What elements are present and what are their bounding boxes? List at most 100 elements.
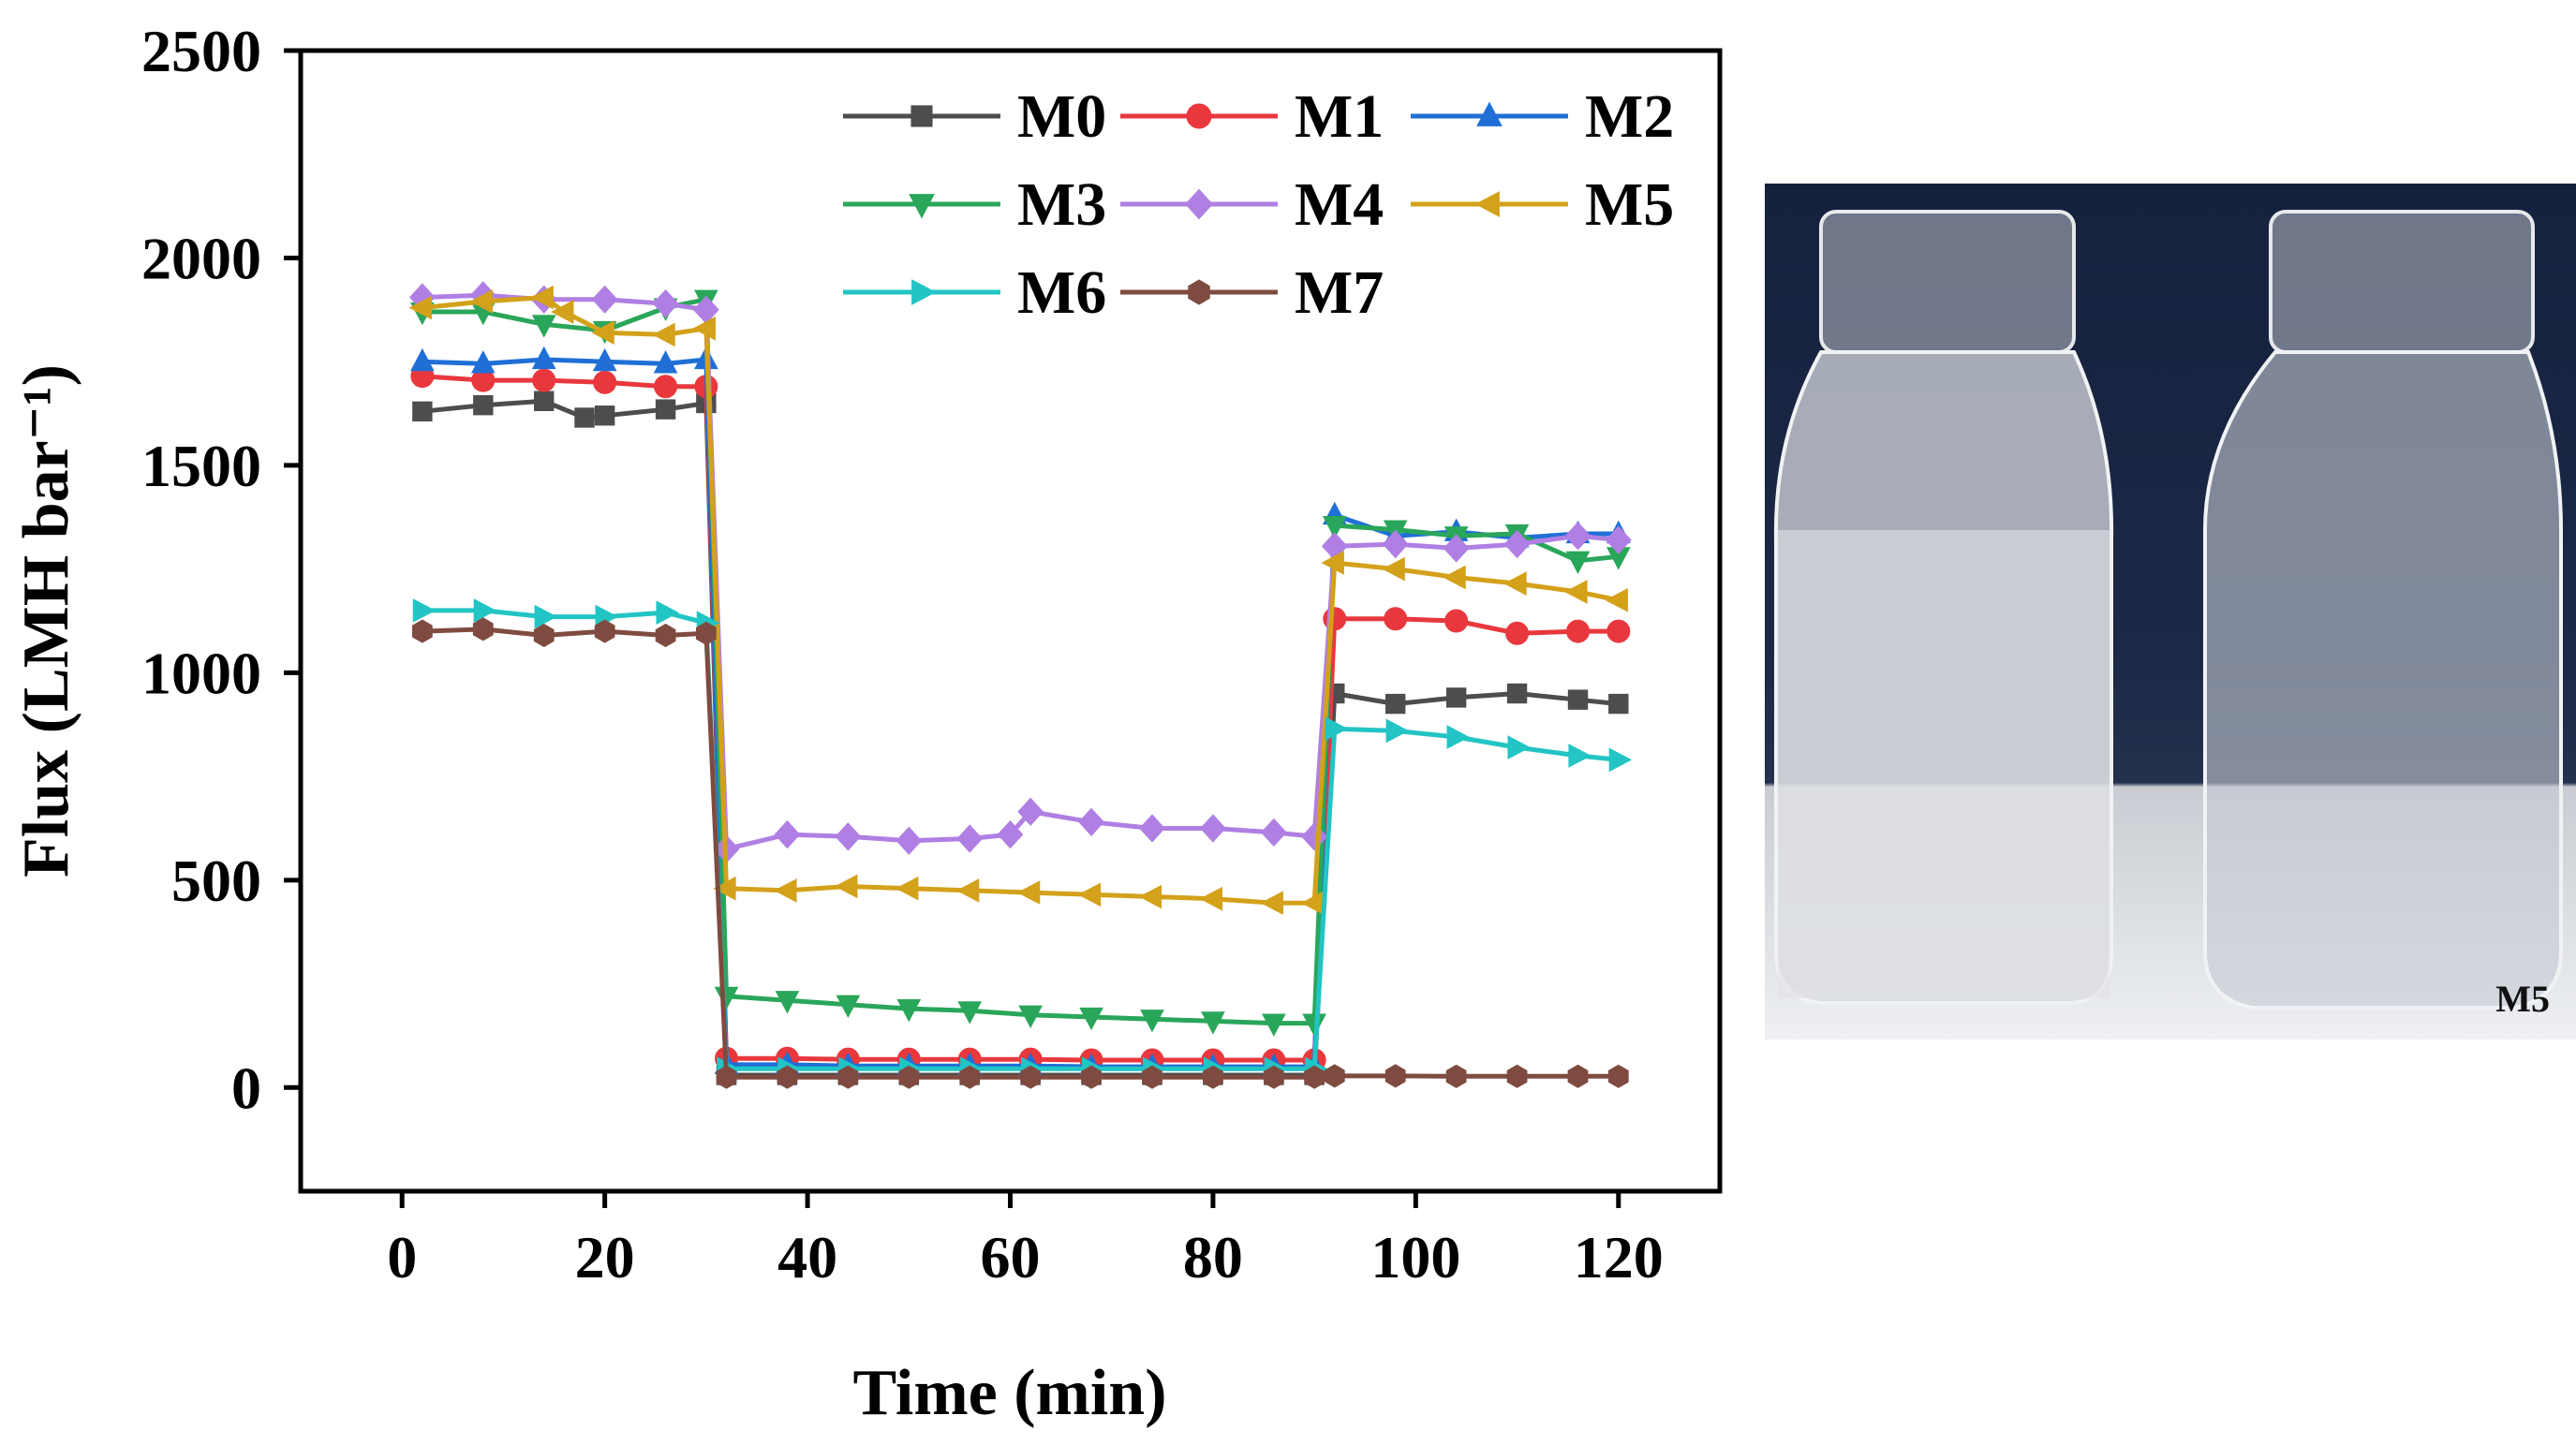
data-point — [835, 822, 862, 851]
series-line — [422, 374, 1619, 1063]
data-point — [1443, 565, 1466, 590]
vials-photo-icon — [1773, 210, 2563, 1010]
data-point — [653, 350, 678, 374]
data-point — [835, 874, 858, 899]
data-point — [1507, 735, 1531, 759]
data-point — [1385, 718, 1409, 744]
data-point — [1304, 1065, 1325, 1089]
data-point — [1262, 1013, 1286, 1037]
data-point — [1081, 1065, 1102, 1089]
legend-marker — [909, 194, 935, 219]
data-point — [655, 399, 676, 420]
data-point — [1322, 516, 1347, 539]
legend-marker — [1188, 279, 1210, 305]
series-line — [422, 398, 1620, 1078]
data-point — [896, 826, 923, 855]
legend-item-M7: M7 — [1120, 258, 1384, 327]
data-point — [593, 370, 617, 394]
data-point — [574, 407, 595, 428]
data-point — [1566, 619, 1590, 643]
data-point — [1567, 689, 1589, 710]
data-point — [896, 876, 919, 901]
data-point — [1142, 1065, 1162, 1089]
data-point — [1199, 886, 1223, 911]
data-point — [412, 401, 433, 422]
data-point — [1564, 522, 1591, 551]
data-point — [713, 876, 736, 901]
x-tick-label: 40 — [777, 1224, 837, 1290]
data-point — [716, 1065, 737, 1089]
data-point — [408, 295, 432, 320]
x-tick-label: 20 — [575, 1224, 635, 1290]
data-point — [1200, 814, 1226, 843]
y-axis: 0 500 1000 1500 2000 2500 — [141, 18, 301, 1121]
legend-item-M2: M2 — [1411, 82, 1674, 151]
data-point — [654, 375, 678, 399]
data-point — [592, 347, 617, 372]
data-point — [1020, 1065, 1042, 1089]
data-point — [1302, 1013, 1326, 1037]
y-tick-label: 1500 — [141, 433, 261, 499]
data-point — [473, 394, 494, 416]
data-point — [1446, 725, 1470, 749]
data-point — [1606, 619, 1631, 643]
legend-item-M1: M1 — [1120, 82, 1384, 151]
y-tick-label: 500 — [171, 848, 261, 914]
x-tick-label: 100 — [1370, 1224, 1460, 1290]
data-point — [1078, 807, 1104, 836]
data-point — [1443, 534, 1470, 563]
data-point — [1565, 551, 1591, 575]
data-point — [656, 600, 679, 625]
data-point — [956, 824, 984, 853]
data-point — [533, 623, 555, 648]
legend-item-M6: M6 — [843, 258, 1106, 327]
data-point — [957, 1001, 983, 1025]
series-M1 — [410, 364, 1631, 1072]
data-point — [1503, 571, 1527, 596]
data-point — [655, 623, 676, 648]
legend-marker — [911, 279, 937, 305]
y-axis-title: Flux (LMH bar⁻¹) — [10, 364, 82, 877]
data-point — [1016, 880, 1041, 905]
data-point — [955, 878, 980, 903]
data-point — [411, 619, 433, 643]
series-M3 — [410, 289, 1631, 1037]
data-point — [1079, 1007, 1103, 1031]
legend-marker — [1186, 103, 1212, 129]
y-tick-label: 0 — [231, 1054, 261, 1121]
data-point — [1301, 822, 1328, 851]
data-point — [1382, 556, 1405, 582]
legend-label: M7 — [1295, 258, 1384, 327]
data-point — [1325, 716, 1349, 741]
data-point — [1444, 609, 1469, 633]
data-point — [1384, 607, 1408, 631]
data-point — [473, 598, 497, 623]
data-point — [412, 598, 437, 623]
data-point — [1260, 891, 1283, 916]
data-point — [1201, 1011, 1225, 1035]
data-point — [1017, 797, 1044, 826]
data-point — [1445, 687, 1467, 708]
data-point — [1260, 818, 1287, 848]
series-line — [422, 608, 1620, 1071]
data-point — [1140, 1010, 1164, 1033]
legend-item-M5: M5 — [1411, 170, 1674, 239]
vials-photo: M5 — [1765, 184, 2576, 1040]
data-point — [1382, 529, 1409, 559]
legend-item-M3: M3 — [843, 170, 1106, 239]
photo-label: M5 — [2495, 978, 2550, 1020]
data-point — [836, 995, 861, 1018]
data-point — [531, 315, 556, 338]
data-point — [837, 1065, 859, 1089]
data-point — [1139, 814, 1165, 843]
data-point — [777, 1065, 798, 1089]
series-M4 — [408, 281, 1632, 863]
data-point — [1564, 580, 1588, 604]
data-point — [594, 619, 615, 643]
data-point — [1321, 551, 1344, 575]
data-point — [1608, 747, 1633, 773]
x-axis: 0 20 40 60 80 100 120 — [387, 1191, 1664, 1290]
data-point — [1263, 1065, 1284, 1089]
series-M7 — [411, 617, 1629, 1089]
